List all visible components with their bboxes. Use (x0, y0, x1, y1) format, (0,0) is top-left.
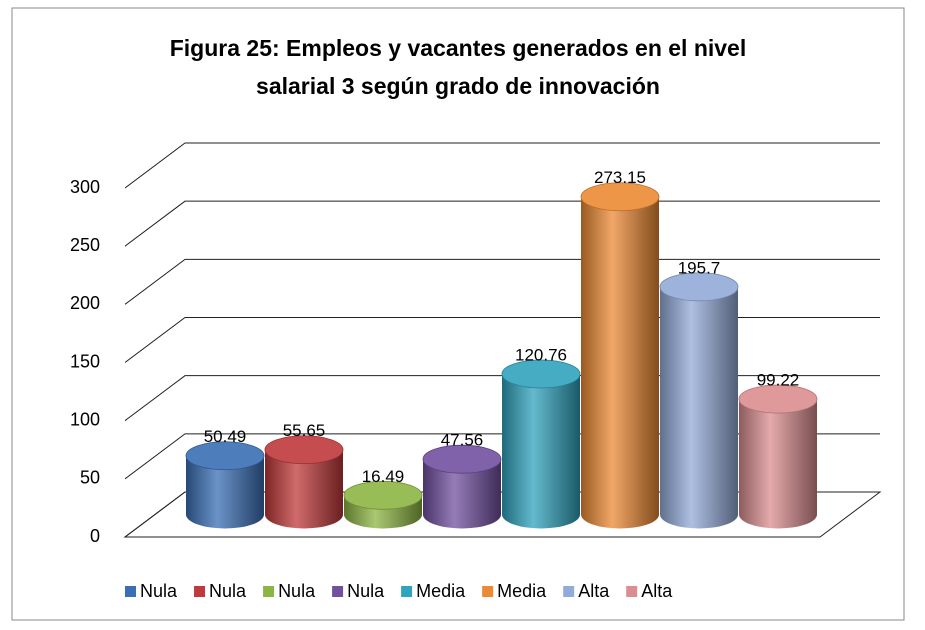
y-tick-label: 300 (70, 177, 100, 197)
y-tick-label: 100 (70, 409, 100, 429)
data-label: 50.49 (204, 427, 247, 446)
chart-title: salarial 3 según grado de innovación (256, 73, 660, 99)
legend-label: Alta (578, 581, 610, 601)
legend-swatch (626, 586, 638, 597)
data-label: 99.22 (757, 371, 800, 390)
legend-label: Alta (641, 581, 673, 601)
bar (659, 272, 739, 529)
legend-swatch (482, 586, 494, 597)
legend-label: Nula (347, 581, 385, 601)
legend-label: Nula (278, 581, 316, 601)
legend-swatch (332, 586, 344, 597)
legend-swatch (125, 586, 136, 597)
data-label: 195.7 (678, 258, 721, 277)
data-label: 120.76 (515, 346, 567, 365)
legend-label: Nula (209, 581, 247, 601)
y-tick-label: 0 (90, 526, 100, 546)
legend-swatch (263, 586, 275, 597)
data-label: 47.56 (441, 431, 484, 450)
bar (580, 182, 660, 529)
bar (422, 444, 502, 529)
legend-label: Nula (140, 581, 178, 601)
bar (501, 359, 581, 529)
y-tick-label: 200 (70, 293, 100, 313)
bar (185, 441, 265, 529)
bar (343, 480, 423, 529)
data-label: 16.49 (362, 467, 405, 486)
y-tick-label: 150 (70, 351, 100, 371)
legend-swatch (194, 586, 206, 597)
data-label: 55.65 (283, 421, 326, 440)
y-tick-label: 50 (80, 468, 100, 488)
bar (738, 384, 818, 529)
bar (264, 435, 344, 529)
legend-swatch (401, 586, 413, 597)
grid-line (124, 142, 880, 189)
data-label: 273.15 (594, 168, 646, 187)
y-tick-label: 250 (70, 235, 100, 255)
chart-title: Figura 25: Empleos y vacantes generados … (170, 35, 747, 61)
legend-label: Media (497, 581, 547, 601)
legend-swatch (563, 586, 575, 597)
legend-label: Media (416, 581, 466, 601)
